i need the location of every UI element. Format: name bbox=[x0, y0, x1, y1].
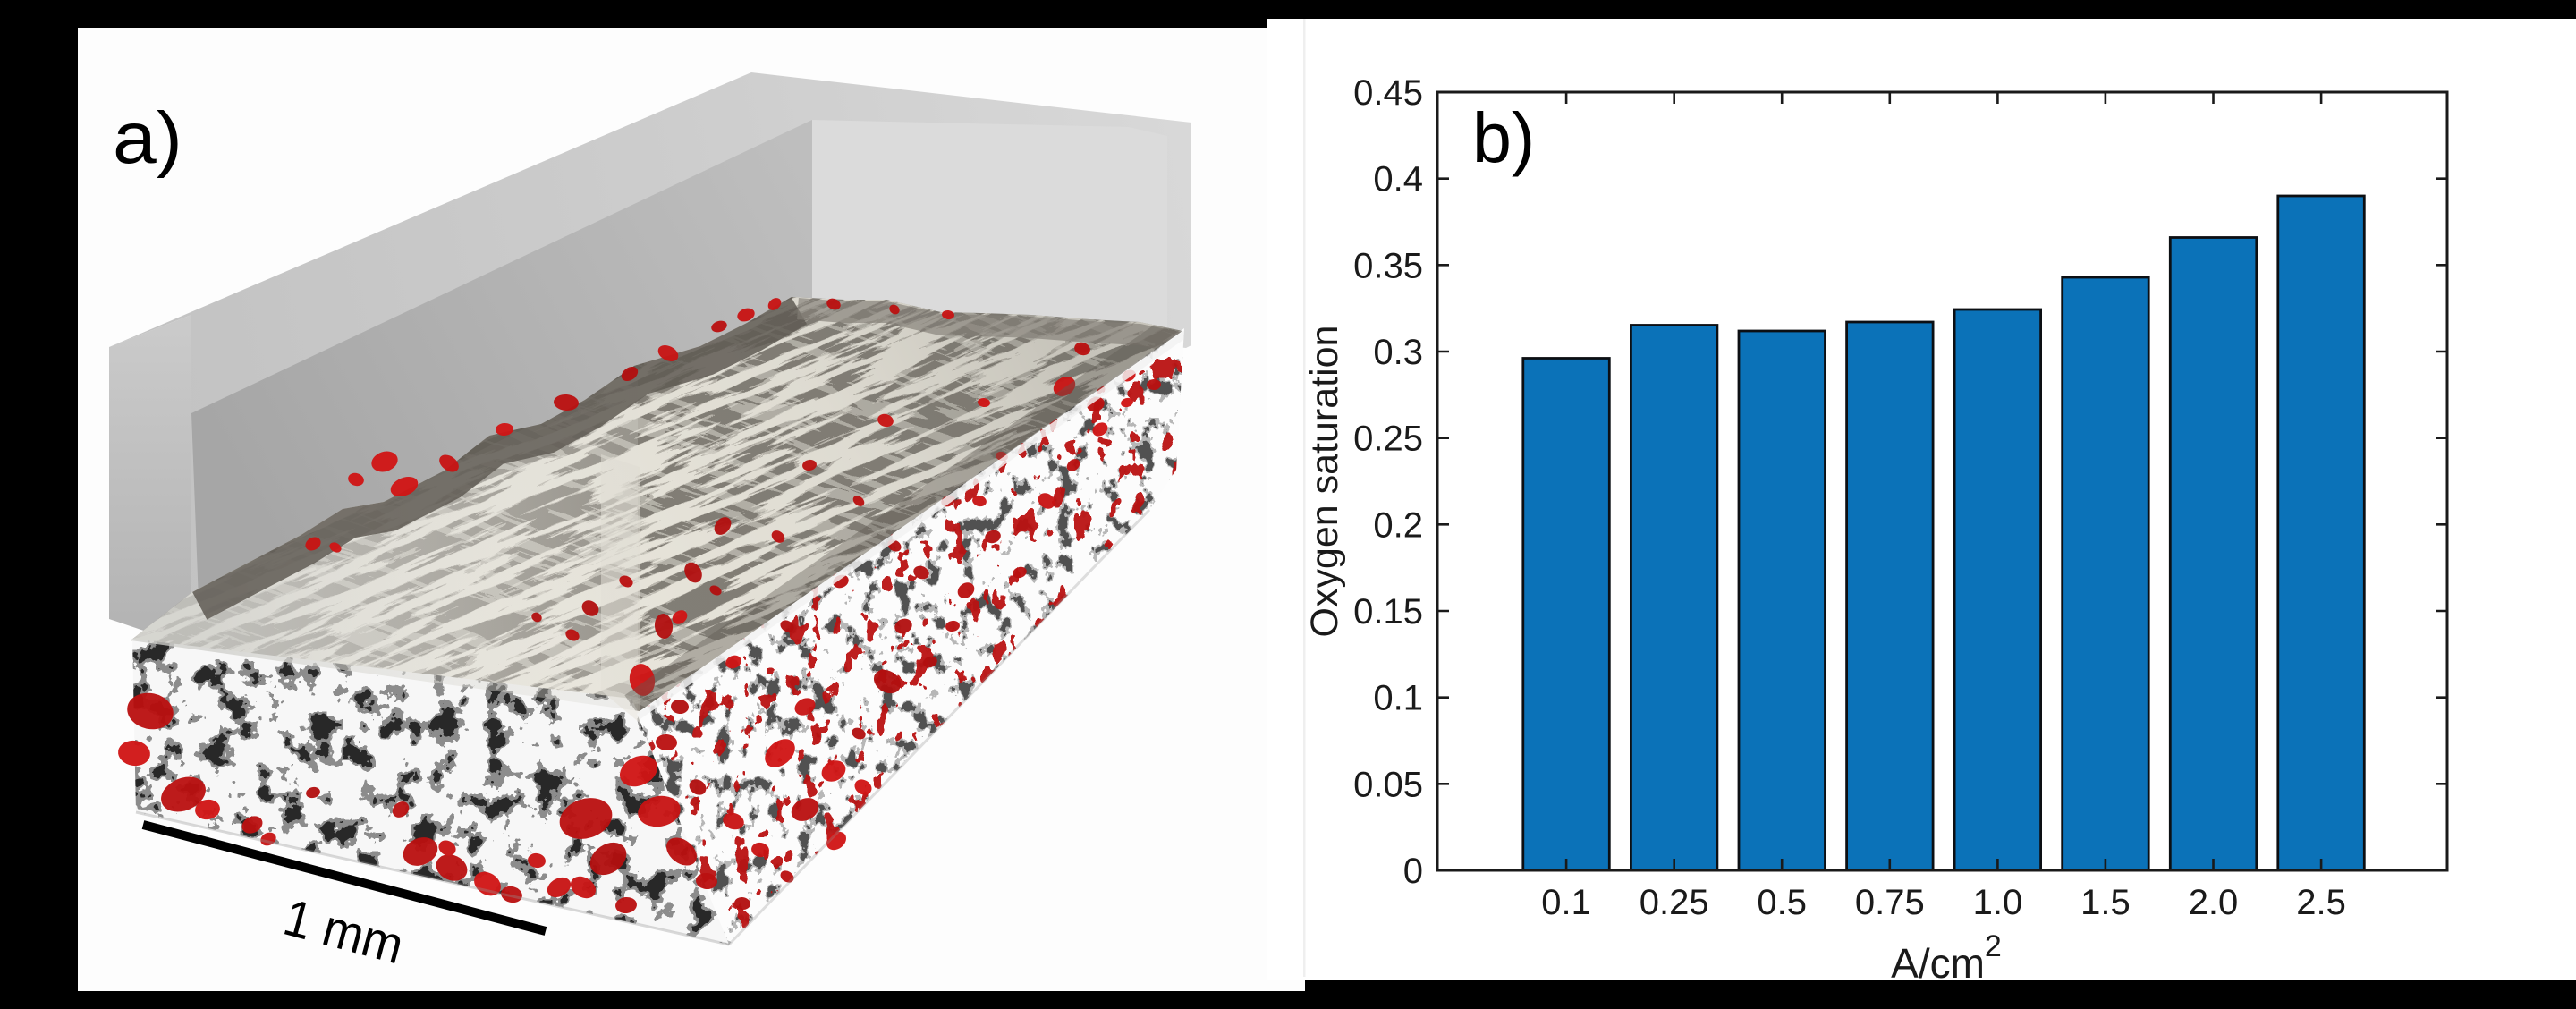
svg-text:0: 0 bbox=[1403, 852, 1423, 891]
svg-text:0.1: 0.1 bbox=[1373, 679, 1423, 718]
svg-text:0.75: 0.75 bbox=[1855, 883, 1925, 922]
svg-text:0.45: 0.45 bbox=[1353, 73, 1423, 113]
svg-text:0.1: 0.1 bbox=[1541, 883, 1591, 922]
svg-text:0.2: 0.2 bbox=[1373, 505, 1423, 545]
svg-text:2.0: 2.0 bbox=[2189, 883, 2239, 922]
svg-text:a): a) bbox=[113, 98, 182, 179]
svg-text:0.15: 0.15 bbox=[1353, 592, 1423, 632]
svg-text:0.5: 0.5 bbox=[1757, 883, 1807, 922]
svg-text:b): b) bbox=[1472, 98, 1535, 177]
svg-text:0.25: 0.25 bbox=[1640, 883, 1709, 922]
svg-text:0.25: 0.25 bbox=[1353, 420, 1423, 459]
svg-text:1.5: 1.5 bbox=[2080, 883, 2131, 922]
svg-text:1.0: 1.0 bbox=[1973, 883, 2023, 922]
svg-text:2.5: 2.5 bbox=[2296, 883, 2346, 922]
svg-text:0.4: 0.4 bbox=[1373, 160, 1423, 199]
svg-text:Oxygen saturation: Oxygen saturation bbox=[1303, 326, 1346, 638]
svg-text:0.3: 0.3 bbox=[1373, 333, 1423, 372]
svg-text:0.05: 0.05 bbox=[1353, 765, 1423, 804]
svg-text:0.35: 0.35 bbox=[1353, 246, 1423, 285]
